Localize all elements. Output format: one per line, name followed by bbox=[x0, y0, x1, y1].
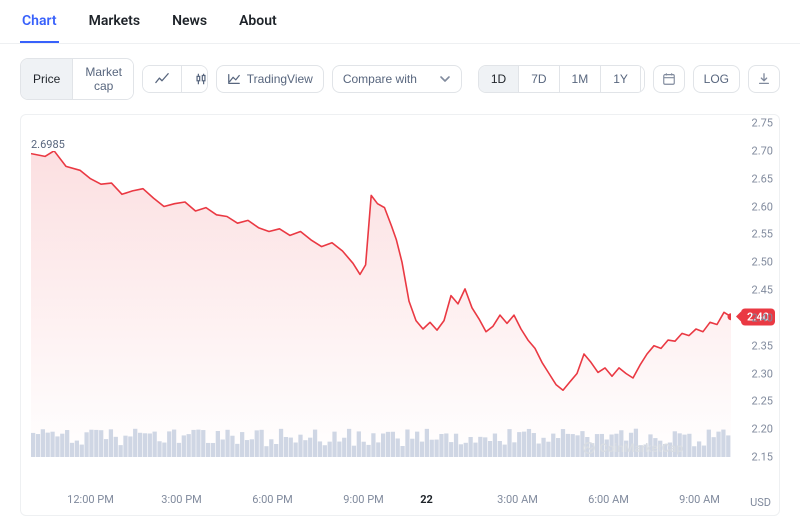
compare-with-label: Compare with bbox=[343, 72, 417, 86]
y-tick: 2.35 bbox=[752, 339, 773, 352]
calendar-icon bbox=[662, 72, 676, 86]
price-chart[interactable]: 2.6985 2.40 2.152.202.252.302.352.402.45… bbox=[20, 114, 780, 516]
metric-market-cap-button[interactable]: Market cap bbox=[72, 59, 134, 99]
line-chart-icon bbox=[155, 72, 169, 86]
x-tick: 6:00 AM bbox=[588, 493, 629, 506]
y-tick: 2.65 bbox=[752, 172, 773, 185]
x-axis: 12:00 PM 3:00 PM 6:00 PM 9:00 PM 22 3:00 AM 6:… bbox=[31, 493, 731, 509]
x-tick: 3:00 AM bbox=[497, 493, 538, 506]
tab-news[interactable]: News bbox=[170, 3, 209, 43]
range-1m-button[interactable]: 1M bbox=[559, 66, 601, 92]
tradingview-icon bbox=[227, 72, 241, 86]
download-button[interactable] bbox=[748, 65, 780, 93]
start-price-label: 2.6985 bbox=[31, 138, 65, 151]
y-tick: 2.55 bbox=[752, 228, 773, 241]
log-scale-button[interactable]: LOG bbox=[693, 65, 740, 93]
y-tick: 2.70 bbox=[752, 144, 773, 157]
view-tabs: Chart Markets News About bbox=[0, 0, 800, 44]
chevron-down-icon bbox=[439, 73, 451, 85]
candlestick-icon bbox=[194, 72, 208, 86]
log-label: LOG bbox=[704, 72, 729, 86]
chart-style-group bbox=[142, 65, 208, 93]
x-tick: 3:00 PM bbox=[161, 493, 201, 506]
y-tick: 2.15 bbox=[752, 451, 773, 464]
compare-with-button[interactable]: Compare with bbox=[332, 65, 462, 93]
tradingview-button[interactable]: TradingView bbox=[216, 65, 324, 93]
x-tick: 12:00 PM bbox=[67, 493, 114, 506]
x-tick: 6:00 PM bbox=[252, 493, 292, 506]
y-tick: 2.50 bbox=[752, 256, 773, 269]
x-tick: 9:00 PM bbox=[343, 493, 383, 506]
y-tick: 2.40 bbox=[752, 311, 773, 324]
range-7d-button[interactable]: 7D bbox=[518, 66, 558, 92]
y-tick: 2.45 bbox=[752, 284, 773, 297]
y-tick: 2.30 bbox=[752, 367, 773, 380]
tab-markets[interactable]: Markets bbox=[87, 3, 143, 43]
tab-about[interactable]: About bbox=[237, 3, 279, 43]
x-tick: 22 bbox=[420, 493, 433, 506]
currency-label: USD bbox=[750, 496, 771, 509]
range-1d-button[interactable]: 1D bbox=[479, 66, 518, 92]
x-tick: 9:00 AM bbox=[679, 493, 720, 506]
tradingview-label: TradingView bbox=[247, 72, 313, 86]
tab-chart[interactable]: Chart bbox=[20, 3, 59, 43]
range-1y-button[interactable]: 1Y bbox=[600, 66, 640, 92]
y-axis: 2.152.202.252.302.352.402.452.502.552.60… bbox=[733, 123, 773, 457]
download-icon bbox=[757, 72, 771, 86]
y-tick: 2.20 bbox=[752, 423, 773, 436]
time-range-group: 1D7D1M1YAll bbox=[478, 65, 645, 93]
date-picker-button[interactable] bbox=[653, 65, 685, 93]
y-tick: 2.75 bbox=[752, 117, 773, 130]
candlestick-style-button[interactable] bbox=[181, 66, 208, 92]
y-tick: 2.60 bbox=[752, 200, 773, 213]
volume-bars bbox=[31, 427, 731, 457]
metric-toggle: PriceMarket cap bbox=[20, 58, 134, 100]
y-tick: 2.25 bbox=[752, 395, 773, 408]
range-all-button[interactable]: All bbox=[640, 66, 645, 92]
metric-price-button[interactable]: Price bbox=[21, 59, 72, 99]
chart-toolbar: PriceMarket cap TradingView Compare with… bbox=[0, 44, 800, 110]
line-style-button[interactable] bbox=[143, 66, 181, 92]
